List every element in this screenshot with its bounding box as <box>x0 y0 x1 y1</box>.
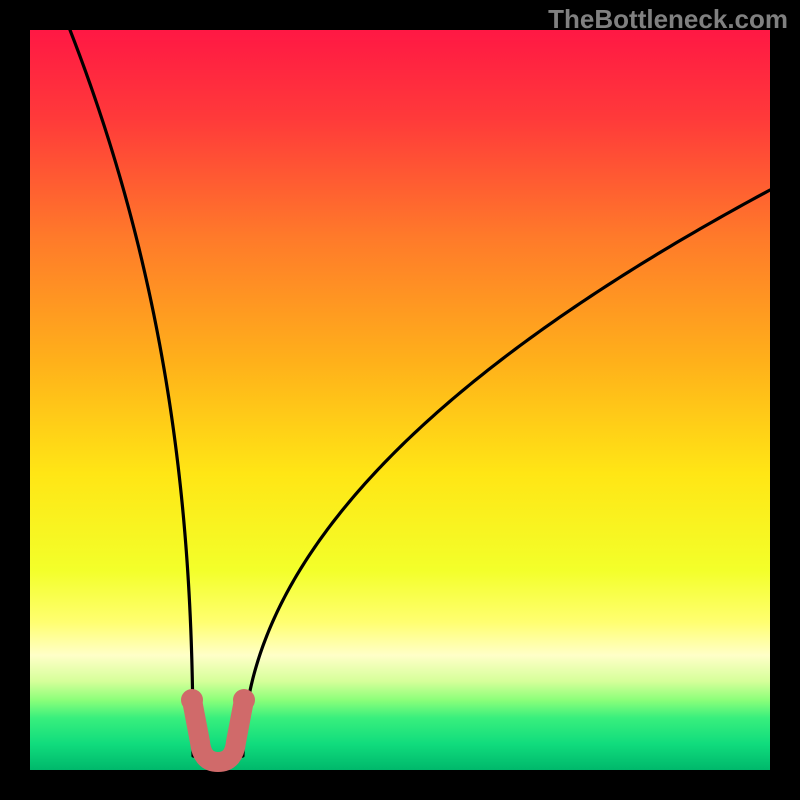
optimum-highlight-endcap <box>181 689 203 711</box>
gradient-background <box>30 30 770 770</box>
bottleneck-chart <box>0 0 800 800</box>
watermark-text: TheBottleneck.com <box>548 4 788 35</box>
chart-stage: TheBottleneck.com <box>0 0 800 800</box>
optimum-highlight-endcap <box>233 689 255 711</box>
